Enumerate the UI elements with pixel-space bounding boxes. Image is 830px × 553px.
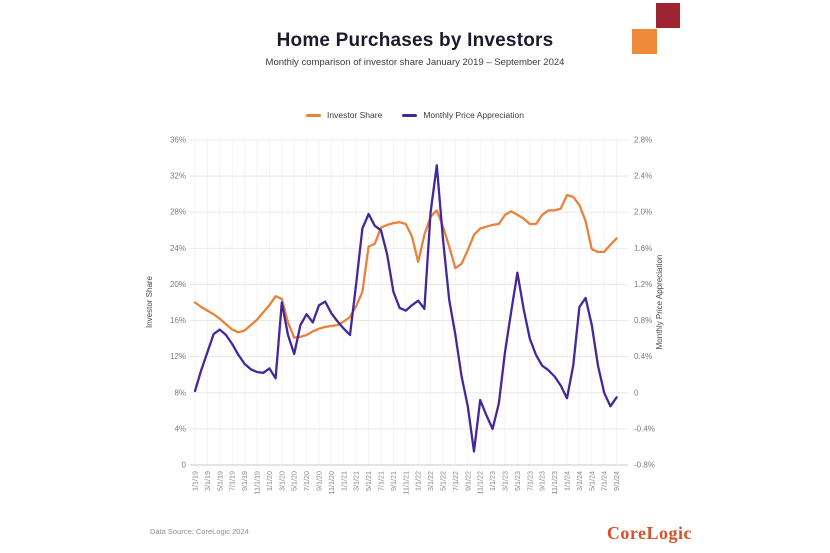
left-axis-tick: 20% xyxy=(170,280,186,289)
x-axis-tick: 1/1/20 xyxy=(265,471,274,491)
legend-label-price-appreciation: Monthly Price Appreciation xyxy=(423,110,524,120)
legend-label-investor-share: Investor Share xyxy=(327,110,383,120)
x-axis-tick: 5/1/20 xyxy=(290,471,299,491)
legend: Investor Share Monthly Price Appreciatio… xyxy=(0,110,830,120)
right-axis-tick: 0 xyxy=(634,388,639,397)
series-lines xyxy=(193,164,618,453)
x-axis-tick: 5/1/22 xyxy=(439,471,448,491)
investor-share-line-swatch xyxy=(306,113,322,117)
x-axis-tick: 5/1/21 xyxy=(364,471,373,491)
x-axis-tick: 9/1/23 xyxy=(538,471,547,491)
right-axis-tick: 2.0% xyxy=(634,208,652,217)
x-axis-tick: 11/1/23 xyxy=(550,471,559,494)
x-axis-tick: 9/1/21 xyxy=(389,471,398,491)
data-source-note: Data Source: CoreLogic 2024 xyxy=(150,527,249,536)
decor-dark-red-square xyxy=(656,3,680,28)
left-axis-tick: 24% xyxy=(170,244,186,253)
right-axis-tick: 0.8% xyxy=(634,316,652,325)
left-axis-tick: 16% xyxy=(170,316,186,325)
x-axis-tick: 3/1/21 xyxy=(352,471,361,491)
vertical-gridlines xyxy=(194,140,618,465)
legend-item-price-appreciation: Monthly Price Appreciation xyxy=(402,110,524,120)
right-axis-tick-labels: 2.8% 2.4% 2.0% 1.6% 1.2% 0.8% 0.4% 0 -0.4% -0.8% xyxy=(634,136,655,470)
page-subtitle: Monthly comparison of investor share Jan… xyxy=(265,57,565,68)
price-appreciation-line-swatch xyxy=(402,113,418,117)
page-title: Home Purchases by Investors xyxy=(276,30,554,51)
x-axis-tick: 9/1/20 xyxy=(315,471,324,491)
x-axis-tick: 3/1/24 xyxy=(575,471,584,491)
left-axis-tick: 12% xyxy=(170,352,186,361)
x-axis-tick: 7/1/19 xyxy=(228,471,237,491)
x-axis-tick: 1/1/23 xyxy=(488,471,497,491)
left-axis-tick-labels: 36% 32% 28% 24% 20% 16% 12% 8% 4% 0 xyxy=(170,136,187,470)
x-axis-tick: 7/1/22 xyxy=(451,471,460,491)
left-axis-tick: 36% xyxy=(170,136,186,145)
left-axis-tick: 0 xyxy=(182,461,187,470)
series-line-monthly-price-appreciation xyxy=(193,164,618,453)
x-axis-tick: 11/1/22 xyxy=(476,471,485,494)
x-axis-tick: 11/1/20 xyxy=(327,471,336,494)
legend-item-investor-share: Investor Share xyxy=(306,110,382,120)
x-axis-tick-labels: 1/1/19 3/1/19 5/1/19 7/1/19 9/1/19 11/1/19 1/1… xyxy=(191,471,622,494)
x-axis-tick: 3/1/22 xyxy=(426,471,435,491)
left-axis-tick: 8% xyxy=(174,388,186,397)
corelogic-logo: CoreLogic xyxy=(606,523,692,543)
x-axis-tick: 7/1/20 xyxy=(302,471,311,491)
decor-orange-square xyxy=(632,29,657,54)
x-axis-tick: 11/1/19 xyxy=(253,471,262,494)
x-axis-tick: 9/1/22 xyxy=(463,471,472,491)
x-axis-tick: 7/1/21 xyxy=(377,471,386,491)
x-axis-tick: 1/1/24 xyxy=(563,471,572,491)
right-axis-tick: 1.6% xyxy=(634,244,652,253)
right-axis-tick: 2.8% xyxy=(634,136,652,145)
x-axis-tick: 1/1/19 xyxy=(191,471,200,491)
right-axis-tick: -0.8% xyxy=(634,461,655,470)
series-line-investor-share xyxy=(193,193,618,339)
left-axis-tick: 32% xyxy=(170,172,186,181)
right-axis-tick: 2.4% xyxy=(634,172,652,181)
right-axis-tick: -0.4% xyxy=(634,424,655,433)
x-axis-tick: 9/1/19 xyxy=(240,471,249,491)
x-axis-tick: 3/1/20 xyxy=(277,471,286,491)
right-axis-title: Monthly Price Appreciation xyxy=(655,255,664,350)
right-axis-tick: 1.2% xyxy=(634,280,652,289)
x-axis-tick: 1/1/22 xyxy=(414,471,423,491)
x-axis-tick: 9/1/24 xyxy=(612,471,621,491)
x-axis-tick: 1/1/21 xyxy=(339,471,348,491)
x-axis-tick: 3/1/23 xyxy=(501,471,510,491)
x-axis-tick: 5/1/24 xyxy=(587,471,596,491)
x-axis-tick: 5/1/23 xyxy=(513,471,522,491)
left-axis-title: Investor Share xyxy=(145,275,154,328)
right-axis-tick: 0.4% xyxy=(634,352,652,361)
x-axis-tick: 7/1/23 xyxy=(525,471,534,491)
x-axis-tick: 7/1/24 xyxy=(600,471,609,491)
x-axis-tick: 11/1/21 xyxy=(401,471,410,494)
left-axis-tick: 4% xyxy=(174,424,186,433)
x-axis-tick: 3/1/19 xyxy=(203,471,212,491)
x-axis-tick: 5/1/19 xyxy=(215,471,224,491)
horizontal-gridlines xyxy=(190,139,628,466)
left-axis-tick: 28% xyxy=(170,208,186,217)
